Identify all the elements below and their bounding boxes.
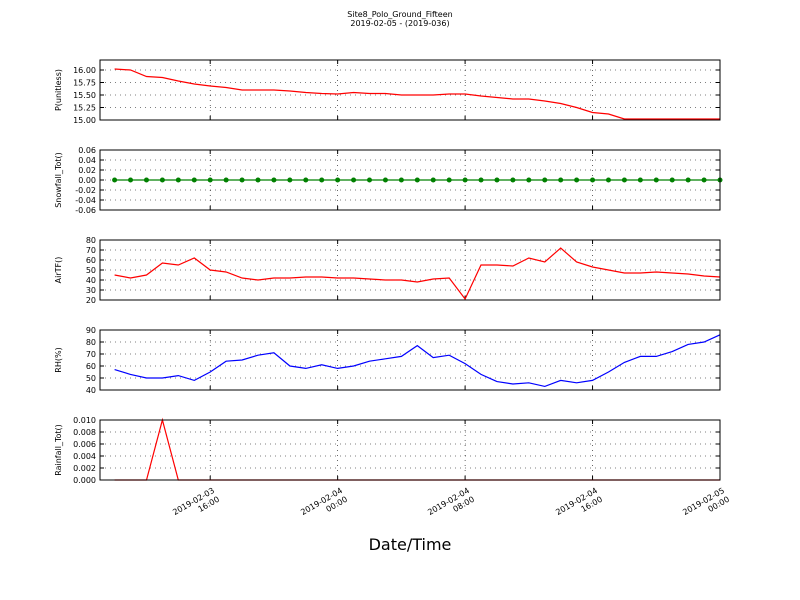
x-axis-label: Date/Time bbox=[369, 535, 452, 554]
y-tick-label: 20 bbox=[86, 296, 96, 305]
y-tick-label: 0.00 bbox=[78, 176, 96, 185]
y-tick-label: 60 bbox=[86, 362, 96, 371]
chart-subtitle: 2019-02-05 - (2019-036) bbox=[350, 19, 449, 28]
y-tick-label: 15.50 bbox=[73, 91, 96, 100]
data-point bbox=[605, 177, 611, 183]
data-point bbox=[367, 177, 373, 183]
data-point bbox=[542, 177, 548, 183]
data-point bbox=[335, 177, 341, 183]
chart-title: Site8_Polo_Ground_Fifteen bbox=[347, 10, 452, 19]
data-point bbox=[653, 177, 659, 183]
y-tick-label: 0.02 bbox=[78, 166, 96, 175]
y-tick-label: 0.06 bbox=[78, 146, 96, 155]
y-axis-label: AirTF() bbox=[54, 257, 63, 284]
plot-frame bbox=[99, 149, 721, 211]
y-tick-label: 80 bbox=[86, 236, 96, 245]
y-axis-label: Snowfall_Tot() bbox=[54, 152, 63, 208]
data-point bbox=[430, 177, 436, 183]
plot-frame bbox=[99, 239, 721, 301]
data-point bbox=[414, 177, 420, 183]
data-point bbox=[446, 177, 452, 183]
y-tick-label: 70 bbox=[86, 350, 96, 359]
plot-frame bbox=[99, 329, 721, 391]
data-line bbox=[114, 68, 720, 120]
y-tick-label: 0.004 bbox=[73, 452, 96, 461]
data-point bbox=[590, 177, 596, 183]
y-tick-label: -0.06 bbox=[75, 206, 96, 215]
y-tick-label: -0.04 bbox=[75, 196, 96, 205]
y-tick-label: 80 bbox=[86, 338, 96, 347]
data-point bbox=[128, 177, 134, 183]
y-tick-label: 50 bbox=[86, 266, 96, 275]
data-point bbox=[510, 177, 516, 183]
y-tick-label: 0.010 bbox=[73, 416, 96, 425]
y-tick-label: -0.02 bbox=[75, 186, 96, 195]
data-line bbox=[114, 334, 721, 388]
y-tick-label: 15.00 bbox=[73, 116, 96, 125]
data-point bbox=[175, 177, 181, 183]
data-point bbox=[143, 177, 149, 183]
data-point bbox=[319, 177, 325, 183]
y-tick-label: 0.000 bbox=[73, 476, 96, 485]
y-tick-label: 70 bbox=[86, 246, 96, 255]
data-point bbox=[271, 177, 277, 183]
data-point bbox=[239, 177, 245, 183]
data-point bbox=[685, 177, 691, 183]
y-tick-label: 0.04 bbox=[78, 156, 96, 165]
data-point bbox=[159, 177, 165, 183]
data-point bbox=[494, 177, 500, 183]
data-point bbox=[558, 177, 564, 183]
data-point bbox=[398, 177, 404, 183]
y-tick-label: 50 bbox=[86, 374, 96, 383]
y-tick-label: 30 bbox=[86, 286, 96, 295]
y-tick-label: 15.25 bbox=[73, 104, 96, 113]
data-point bbox=[526, 177, 532, 183]
data-point bbox=[621, 177, 627, 183]
data-point bbox=[701, 177, 707, 183]
y-tick-label: 0.008 bbox=[73, 428, 96, 437]
data-point bbox=[574, 177, 580, 183]
data-point bbox=[223, 177, 229, 183]
data-point bbox=[351, 177, 357, 183]
plot-frame bbox=[99, 419, 721, 481]
data-point bbox=[462, 177, 468, 183]
data-line bbox=[114, 417, 720, 481]
y-axis-label: P(unitless) bbox=[54, 69, 63, 111]
data-point bbox=[191, 177, 197, 183]
data-point bbox=[478, 177, 484, 183]
y-tick-label: 15.75 bbox=[73, 79, 96, 88]
data-point bbox=[637, 177, 643, 183]
data-point bbox=[207, 177, 213, 183]
data-point bbox=[382, 177, 388, 183]
y-axis-label: RH(%) bbox=[54, 347, 63, 372]
data-point bbox=[669, 177, 675, 183]
data-point bbox=[112, 177, 118, 183]
data-point bbox=[303, 177, 309, 183]
data-line bbox=[114, 247, 721, 301]
y-tick-label: 0.006 bbox=[73, 440, 96, 449]
y-tick-label: 60 bbox=[86, 256, 96, 265]
y-axis-label: Rainfall_Tot() bbox=[54, 424, 63, 476]
y-tick-label: 40 bbox=[86, 386, 96, 395]
y-tick-label: 40 bbox=[86, 276, 96, 285]
data-point bbox=[255, 177, 261, 183]
y-tick-label: 0.002 bbox=[73, 464, 96, 473]
y-tick-label: 90 bbox=[86, 326, 96, 335]
y-tick-label: 16.00 bbox=[73, 66, 96, 75]
data-point bbox=[287, 177, 293, 183]
plot-frame bbox=[99, 59, 721, 121]
